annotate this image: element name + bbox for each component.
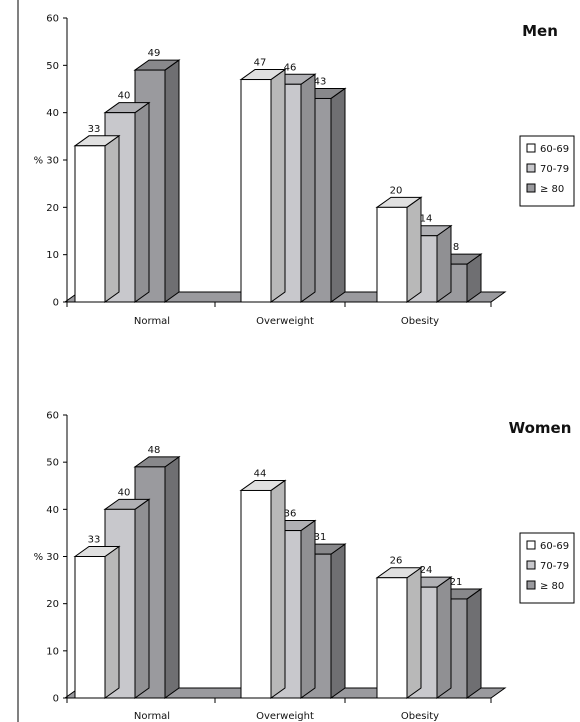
bar-side — [406, 196, 422, 303]
legend-entry: 60-69 — [540, 541, 569, 552]
bar-front — [74, 556, 106, 699]
y-tick-label: 60 — [46, 411, 59, 422]
bar — [375, 196, 423, 303]
bar-side — [466, 587, 482, 699]
chart-panel-men: Men 0 10 20 % 30 40 50 60 Normal Overweight Obesit… — [34, 14, 575, 327]
data-label: 24 — [420, 565, 433, 576]
chart-title: Men — [522, 22, 558, 40]
data-label: 14 — [420, 214, 433, 225]
bar-side — [270, 68, 286, 303]
data-label: 8 — [453, 242, 459, 253]
legend-entry: 70-79 — [540, 164, 569, 175]
legend-swatch — [526, 143, 536, 153]
data-label: 43 — [314, 76, 327, 87]
bar-side — [300, 519, 316, 699]
bar — [73, 134, 121, 303]
y-tick-label: 60 — [46, 14, 59, 25]
y-tick-label: % 30 — [34, 156, 59, 167]
category-label: Overweight — [256, 711, 314, 722]
data-label: 44 — [254, 468, 267, 479]
data-label: 47 — [254, 58, 267, 69]
legend: 60-69 70-79 ≥ 80 — [519, 532, 575, 604]
y-tick-label: % 30 — [34, 552, 59, 563]
bar-side — [300, 73, 316, 303]
bar-front — [240, 79, 272, 303]
bar — [375, 566, 423, 699]
data-label: 49 — [148, 48, 161, 59]
data-label: 40 — [118, 91, 131, 102]
category-label: Obesity — [401, 711, 439, 722]
data-label: 33 — [88, 535, 101, 546]
y-tick-label: 10 — [46, 250, 59, 261]
chart-title: Women — [509, 419, 572, 437]
bar-side — [134, 498, 150, 699]
bar — [239, 479, 287, 699]
bar-side — [270, 479, 286, 699]
y-tick-label: 10 — [46, 646, 59, 657]
y-tick-label: 50 — [46, 458, 59, 469]
data-label: 46 — [284, 62, 297, 73]
y-tick-label: 20 — [46, 203, 59, 214]
data-label: 48 — [148, 445, 161, 456]
bar — [405, 224, 453, 303]
y-tick-label: 20 — [46, 599, 59, 610]
y-tick-label: 40 — [46, 505, 59, 516]
legend-swatch — [526, 560, 536, 570]
bar-side — [436, 224, 452, 303]
legend-entry: ≥ 80 — [540, 581, 564, 592]
chart-panel-women: Women 0 10 20 % 30 40 50 60 Normal Overweight Obes… — [34, 411, 575, 722]
y-tick-label: 40 — [46, 108, 59, 119]
legend-entry: 60-69 — [540, 144, 569, 155]
bar-side — [104, 545, 120, 699]
bar-side — [330, 87, 346, 303]
bar — [73, 545, 121, 699]
bar-front — [74, 145, 106, 303]
bar-side — [164, 455, 180, 699]
bar-side — [406, 566, 422, 699]
bar-front — [376, 206, 408, 303]
legend-swatch — [526, 540, 536, 550]
data-label: 36 — [284, 509, 297, 520]
bar-front — [376, 577, 408, 699]
bar-front — [240, 489, 272, 699]
category-label: Obesity — [401, 316, 439, 327]
y-tick-label: 0 — [53, 298, 59, 309]
legend-swatch — [526, 580, 536, 590]
data-label: 33 — [88, 124, 101, 135]
y-tick-label: 50 — [46, 61, 59, 72]
bar-side — [436, 576, 452, 699]
category-label: Normal — [134, 316, 170, 327]
bar — [239, 68, 287, 303]
bar-side — [134, 101, 150, 303]
bar-side — [330, 543, 346, 699]
bar-side — [104, 134, 120, 303]
data-label: 21 — [450, 577, 463, 588]
data-label: 40 — [118, 487, 131, 498]
category-label: Normal — [134, 711, 170, 722]
legend-entry: ≥ 80 — [540, 184, 564, 195]
data-label: 26 — [390, 556, 403, 567]
bar-side — [164, 59, 180, 303]
data-label: 31 — [314, 532, 327, 543]
y-tick-label: 0 — [53, 694, 59, 705]
legend: 60-69 70-79 ≥ 80 — [519, 135, 575, 207]
legend-swatch — [526, 163, 536, 173]
category-label: Overweight — [256, 316, 314, 327]
legend-entry: 70-79 — [540, 561, 569, 572]
data-label: 20 — [390, 185, 403, 196]
legend-swatch — [526, 183, 536, 193]
